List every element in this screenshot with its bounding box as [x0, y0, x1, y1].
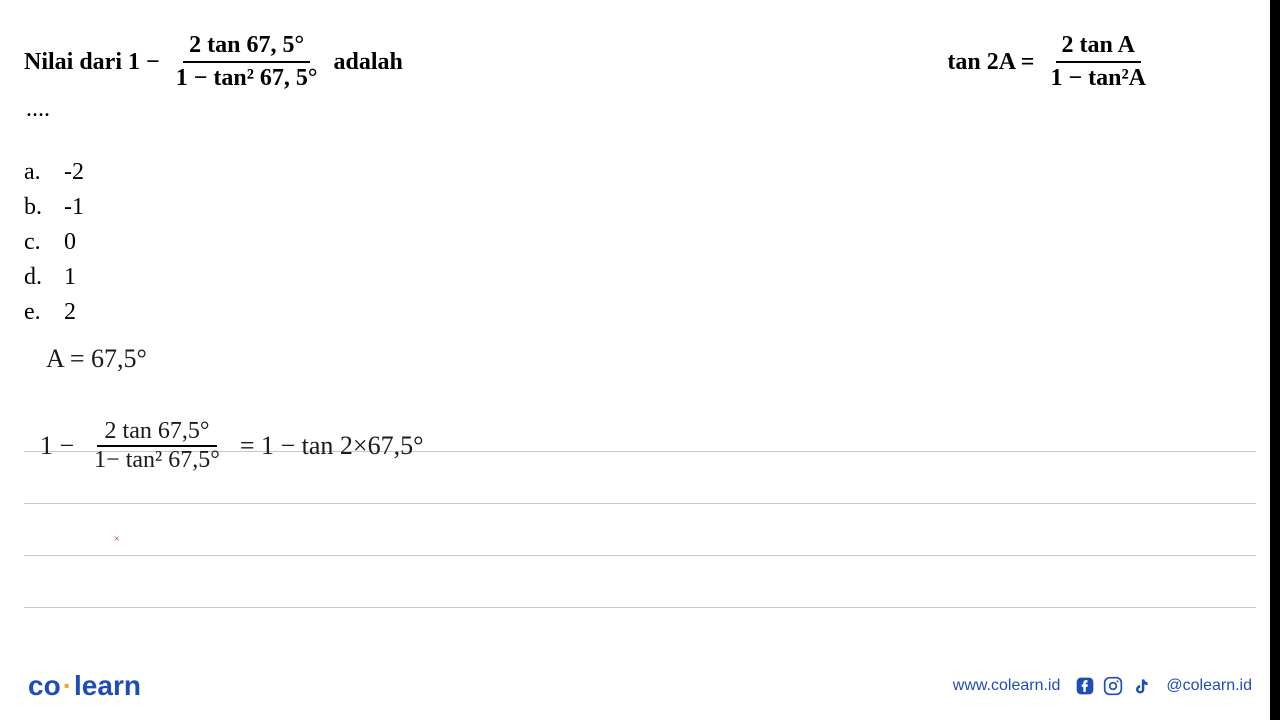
- question-prefix: Nilai dari: [24, 49, 122, 76]
- formula-frac-num: 2 tan A: [1056, 32, 1141, 63]
- formula-frac-den: 1 − tan²A: [1044, 63, 1152, 92]
- option-a: a. -2: [24, 159, 1256, 186]
- hw-frac-den: 1− tan² 67,5°: [86, 447, 228, 474]
- rule-line: [24, 556, 1256, 608]
- option-value: -2: [64, 159, 104, 186]
- question-suffix: adalah: [334, 49, 403, 76]
- colearn-logo: co·learn: [28, 670, 141, 702]
- question-frac-num: 2 tan 67, 5°: [183, 32, 310, 63]
- footer-url: www.colearn.id: [953, 677, 1061, 695]
- option-value: 2: [64, 299, 104, 326]
- option-e: e. 2: [24, 299, 1256, 326]
- tiktok-icon: [1130, 675, 1152, 697]
- option-label: d.: [24, 264, 64, 291]
- social-icons: [1074, 675, 1152, 697]
- question-frac-den: 1 − tan² 67, 5°: [170, 63, 324, 92]
- option-label: e.: [24, 299, 64, 326]
- question-ellipsis: ....: [26, 96, 403, 123]
- footer-right: www.colearn.id @colearn.id: [953, 675, 1252, 697]
- right-black-bar: [1270, 0, 1280, 720]
- option-label: a.: [24, 159, 64, 186]
- formula-fraction: 2 tan A 1 − tan²A: [1044, 32, 1152, 92]
- double-angle-formula: tan 2A = 2 tan A 1 − tan²A: [947, 32, 1156, 92]
- answer-options: a. -2 b. -1 c. 0 d. 1 e. 2: [24, 159, 1256, 326]
- handwritten-substitution: A = 67,5°: [46, 344, 1256, 374]
- instagram-icon: [1102, 675, 1124, 697]
- formula-lhs: tan 2A =: [947, 49, 1034, 76]
- hw-frac-num: 2 tan 67,5°: [97, 418, 218, 447]
- footer: co·learn www.colearn.id @colearn.id: [0, 670, 1280, 702]
- question-lead: 1 −: [128, 49, 160, 76]
- option-b: b. -1: [24, 194, 1256, 221]
- question-text: Nilai dari 1 − 2 tan 67, 5° 1 − tan² 67,…: [24, 32, 403, 92]
- question-fraction: 2 tan 67, 5° 1 − tan² 67, 5°: [170, 32, 324, 92]
- option-d: d. 1: [24, 264, 1256, 291]
- footer-handle: @colearn.id: [1166, 677, 1252, 695]
- logo-dot: ·: [63, 670, 72, 701]
- rule-line: [24, 504, 1256, 556]
- option-value: 0: [64, 229, 104, 256]
- option-label: c.: [24, 229, 64, 256]
- red-mark: ×: [114, 534, 120, 545]
- option-value: -1: [64, 194, 104, 221]
- logo-co: co: [28, 670, 61, 701]
- hw-result: = 1 − tan 2×67,5°: [240, 431, 424, 461]
- hw-lead: 1 −: [40, 431, 74, 461]
- option-value: 1: [64, 264, 104, 291]
- hw-fraction: 2 tan 67,5° 1− tan² 67,5°: [86, 418, 228, 474]
- facebook-icon: [1074, 675, 1096, 697]
- handwritten-equation: 1 − 2 tan 67,5° 1− tan² 67,5° = 1 − tan …: [40, 418, 423, 474]
- logo-learn: learn: [74, 670, 141, 701]
- option-c: c. 0: [24, 229, 1256, 256]
- option-label: b.: [24, 194, 64, 221]
